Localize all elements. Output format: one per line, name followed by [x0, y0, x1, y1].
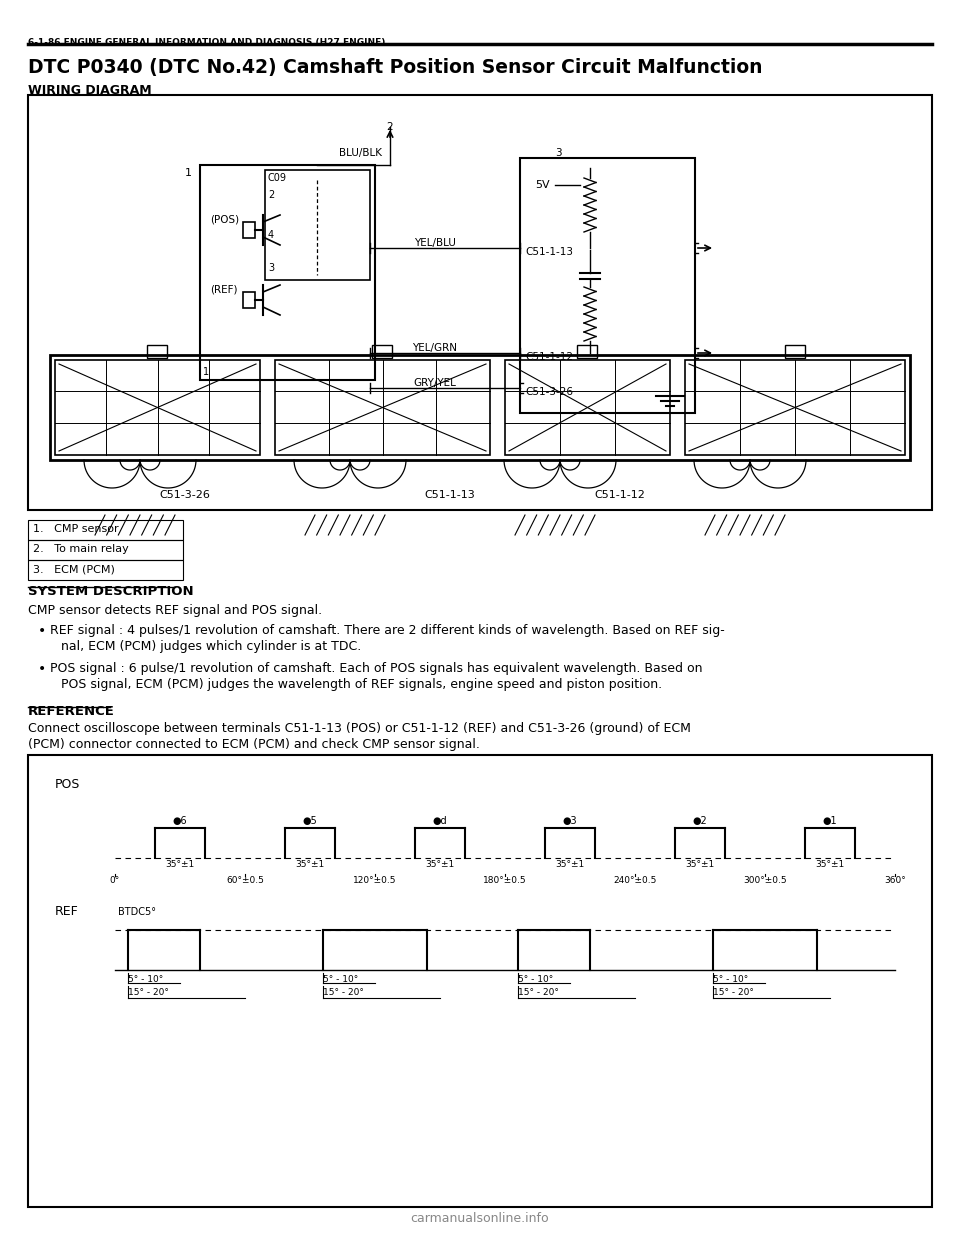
Text: C51-1-13: C51-1-13 — [424, 490, 475, 500]
Text: (PCM) connector connected to ECM (PCM) and check CMP sensor signal.: (PCM) connector connected to ECM (PCM) a… — [28, 739, 480, 751]
Text: nal, ECM (PCM) judges which cylinder is at TDC.: nal, ECM (PCM) judges which cylinder is … — [61, 640, 361, 653]
Bar — [372, 345, 392, 358]
Text: 2.   To main relay: 2. To main relay — [33, 543, 129, 555]
Text: 2: 2 — [387, 122, 394, 132]
Text: (REF): (REF) — [210, 285, 237, 295]
Text: 35°±1: 35°±1 — [296, 860, 324, 869]
Text: BLU/BLK: BLU/BLK — [339, 148, 381, 158]
Bar — [577, 345, 597, 358]
Text: Connect oscilloscope between terminals C51-1-13 (POS) or C51-1-12 (REF) and C51-: Connect oscilloscope between terminals C… — [28, 722, 691, 735]
Bar — [55, 359, 260, 454]
Text: 3.   ECM (PCM): 3. ECM (PCM) — [33, 564, 115, 574]
Text: YEL/GRN: YEL/GRN — [413, 343, 458, 353]
Bar — [275, 359, 490, 454]
Text: 5° - 10°: 5° - 10° — [128, 974, 163, 984]
Text: 0°: 0° — [109, 876, 120, 885]
Text: •: • — [38, 624, 46, 638]
Text: ●2: ●2 — [692, 816, 708, 826]
Text: 1.   CMP sensor: 1. CMP sensor — [33, 524, 119, 534]
Text: ●3: ●3 — [563, 816, 577, 826]
Text: BTDC5°: BTDC5° — [118, 906, 156, 918]
Text: ●d: ●d — [433, 816, 447, 826]
Bar — [243, 222, 255, 238]
Text: 35°±1: 35°±1 — [556, 860, 585, 869]
Text: 60°±0.5: 60°±0.5 — [226, 876, 264, 885]
Text: YEL/BLU: YEL/BLU — [414, 238, 456, 248]
Text: 5V: 5V — [535, 180, 550, 190]
Text: REFERENCE: REFERENCE — [28, 705, 115, 718]
Text: 2: 2 — [268, 190, 275, 200]
Text: POS signal, ECM (PCM) judges the wavelength of REF signals, engine speed and pis: POS signal, ECM (PCM) judges the wavelen… — [61, 678, 662, 692]
Bar — [785, 345, 805, 358]
Bar — [28, 540, 183, 559]
Text: 180°±0.5: 180°±0.5 — [483, 876, 527, 885]
Text: 15° - 20°: 15° - 20° — [323, 988, 364, 997]
Text: ●6: ●6 — [173, 816, 187, 826]
Text: 120°±0.5: 120°±0.5 — [353, 876, 396, 885]
Bar — [243, 291, 255, 308]
Bar — [28, 559, 183, 580]
Text: POS: POS — [55, 778, 81, 790]
Text: 35°±1: 35°±1 — [425, 860, 455, 869]
Text: 300°±0.5: 300°±0.5 — [743, 876, 787, 885]
Text: POS signal : 6 pulse/1 revolution of camshaft. Each of POS signals has equivalen: POS signal : 6 pulse/1 revolution of cam… — [50, 662, 703, 676]
Bar — [520, 158, 695, 412]
Text: 15° - 20°: 15° - 20° — [518, 988, 559, 997]
Text: C51-1-13: C51-1-13 — [525, 247, 573, 257]
Text: REF: REF — [55, 905, 79, 918]
Bar — [505, 359, 670, 454]
Text: 240°±0.5: 240°±0.5 — [613, 876, 657, 885]
Text: C51-1-12: C51-1-12 — [525, 352, 573, 362]
Text: C09: C09 — [268, 173, 287, 183]
Text: C51-1-12: C51-1-12 — [594, 490, 645, 500]
Text: GRY/YEL: GRY/YEL — [414, 378, 456, 388]
Text: WIRING DIAGRAM: WIRING DIAGRAM — [28, 84, 152, 98]
Text: 1: 1 — [185, 168, 192, 178]
Bar — [28, 95, 932, 510]
Text: 15° - 20°: 15° - 20° — [713, 988, 754, 997]
Text: CMP sensor detects REF signal and POS signal.: CMP sensor detects REF signal and POS si… — [28, 604, 323, 618]
Text: carmanualsonline.info: carmanualsonline.info — [411, 1212, 549, 1225]
Text: C51-3-26: C51-3-26 — [159, 490, 210, 500]
Text: 35°±1: 35°±1 — [165, 860, 195, 869]
Text: C51-3-26: C51-3-26 — [525, 387, 573, 396]
Bar — [265, 170, 370, 280]
Text: 4: 4 — [268, 230, 275, 240]
Text: 3: 3 — [555, 148, 562, 158]
Text: 35°±1: 35°±1 — [815, 860, 845, 869]
Text: •: • — [38, 662, 46, 676]
Text: ●5: ●5 — [302, 816, 318, 826]
Bar — [147, 345, 167, 358]
Bar — [50, 354, 910, 459]
Text: SYSTEM DESCRIPTION: SYSTEM DESCRIPTION — [28, 585, 194, 598]
Text: 3: 3 — [268, 263, 275, 273]
Text: 5° - 10°: 5° - 10° — [713, 974, 748, 984]
Bar — [200, 165, 375, 380]
Text: 6-1-86 ENGINE GENERAL INFORMATION AND DIAGNOSIS (H27 ENGINE): 6-1-86 ENGINE GENERAL INFORMATION AND DI… — [28, 38, 385, 47]
Bar — [28, 755, 932, 1207]
Text: 1: 1 — [203, 367, 209, 377]
Text: DTC P0340 (DTC No.42) Camshaft Position Sensor Circuit Malfunction: DTC P0340 (DTC No.42) Camshaft Position … — [28, 58, 762, 77]
Bar — [685, 359, 905, 454]
Text: 5° - 10°: 5° - 10° — [323, 974, 358, 984]
Text: 360°: 360° — [884, 876, 906, 885]
Text: 5° - 10°: 5° - 10° — [518, 974, 553, 984]
Text: 15° - 20°: 15° - 20° — [128, 988, 169, 997]
Text: REF signal : 4 pulses/1 revolution of camshaft. There are 2 different kinds of w: REF signal : 4 pulses/1 revolution of ca… — [50, 624, 725, 637]
Text: 35°±1: 35°±1 — [685, 860, 714, 869]
Bar — [28, 520, 183, 540]
Text: ●1: ●1 — [823, 816, 837, 826]
Text: (POS): (POS) — [210, 215, 239, 225]
